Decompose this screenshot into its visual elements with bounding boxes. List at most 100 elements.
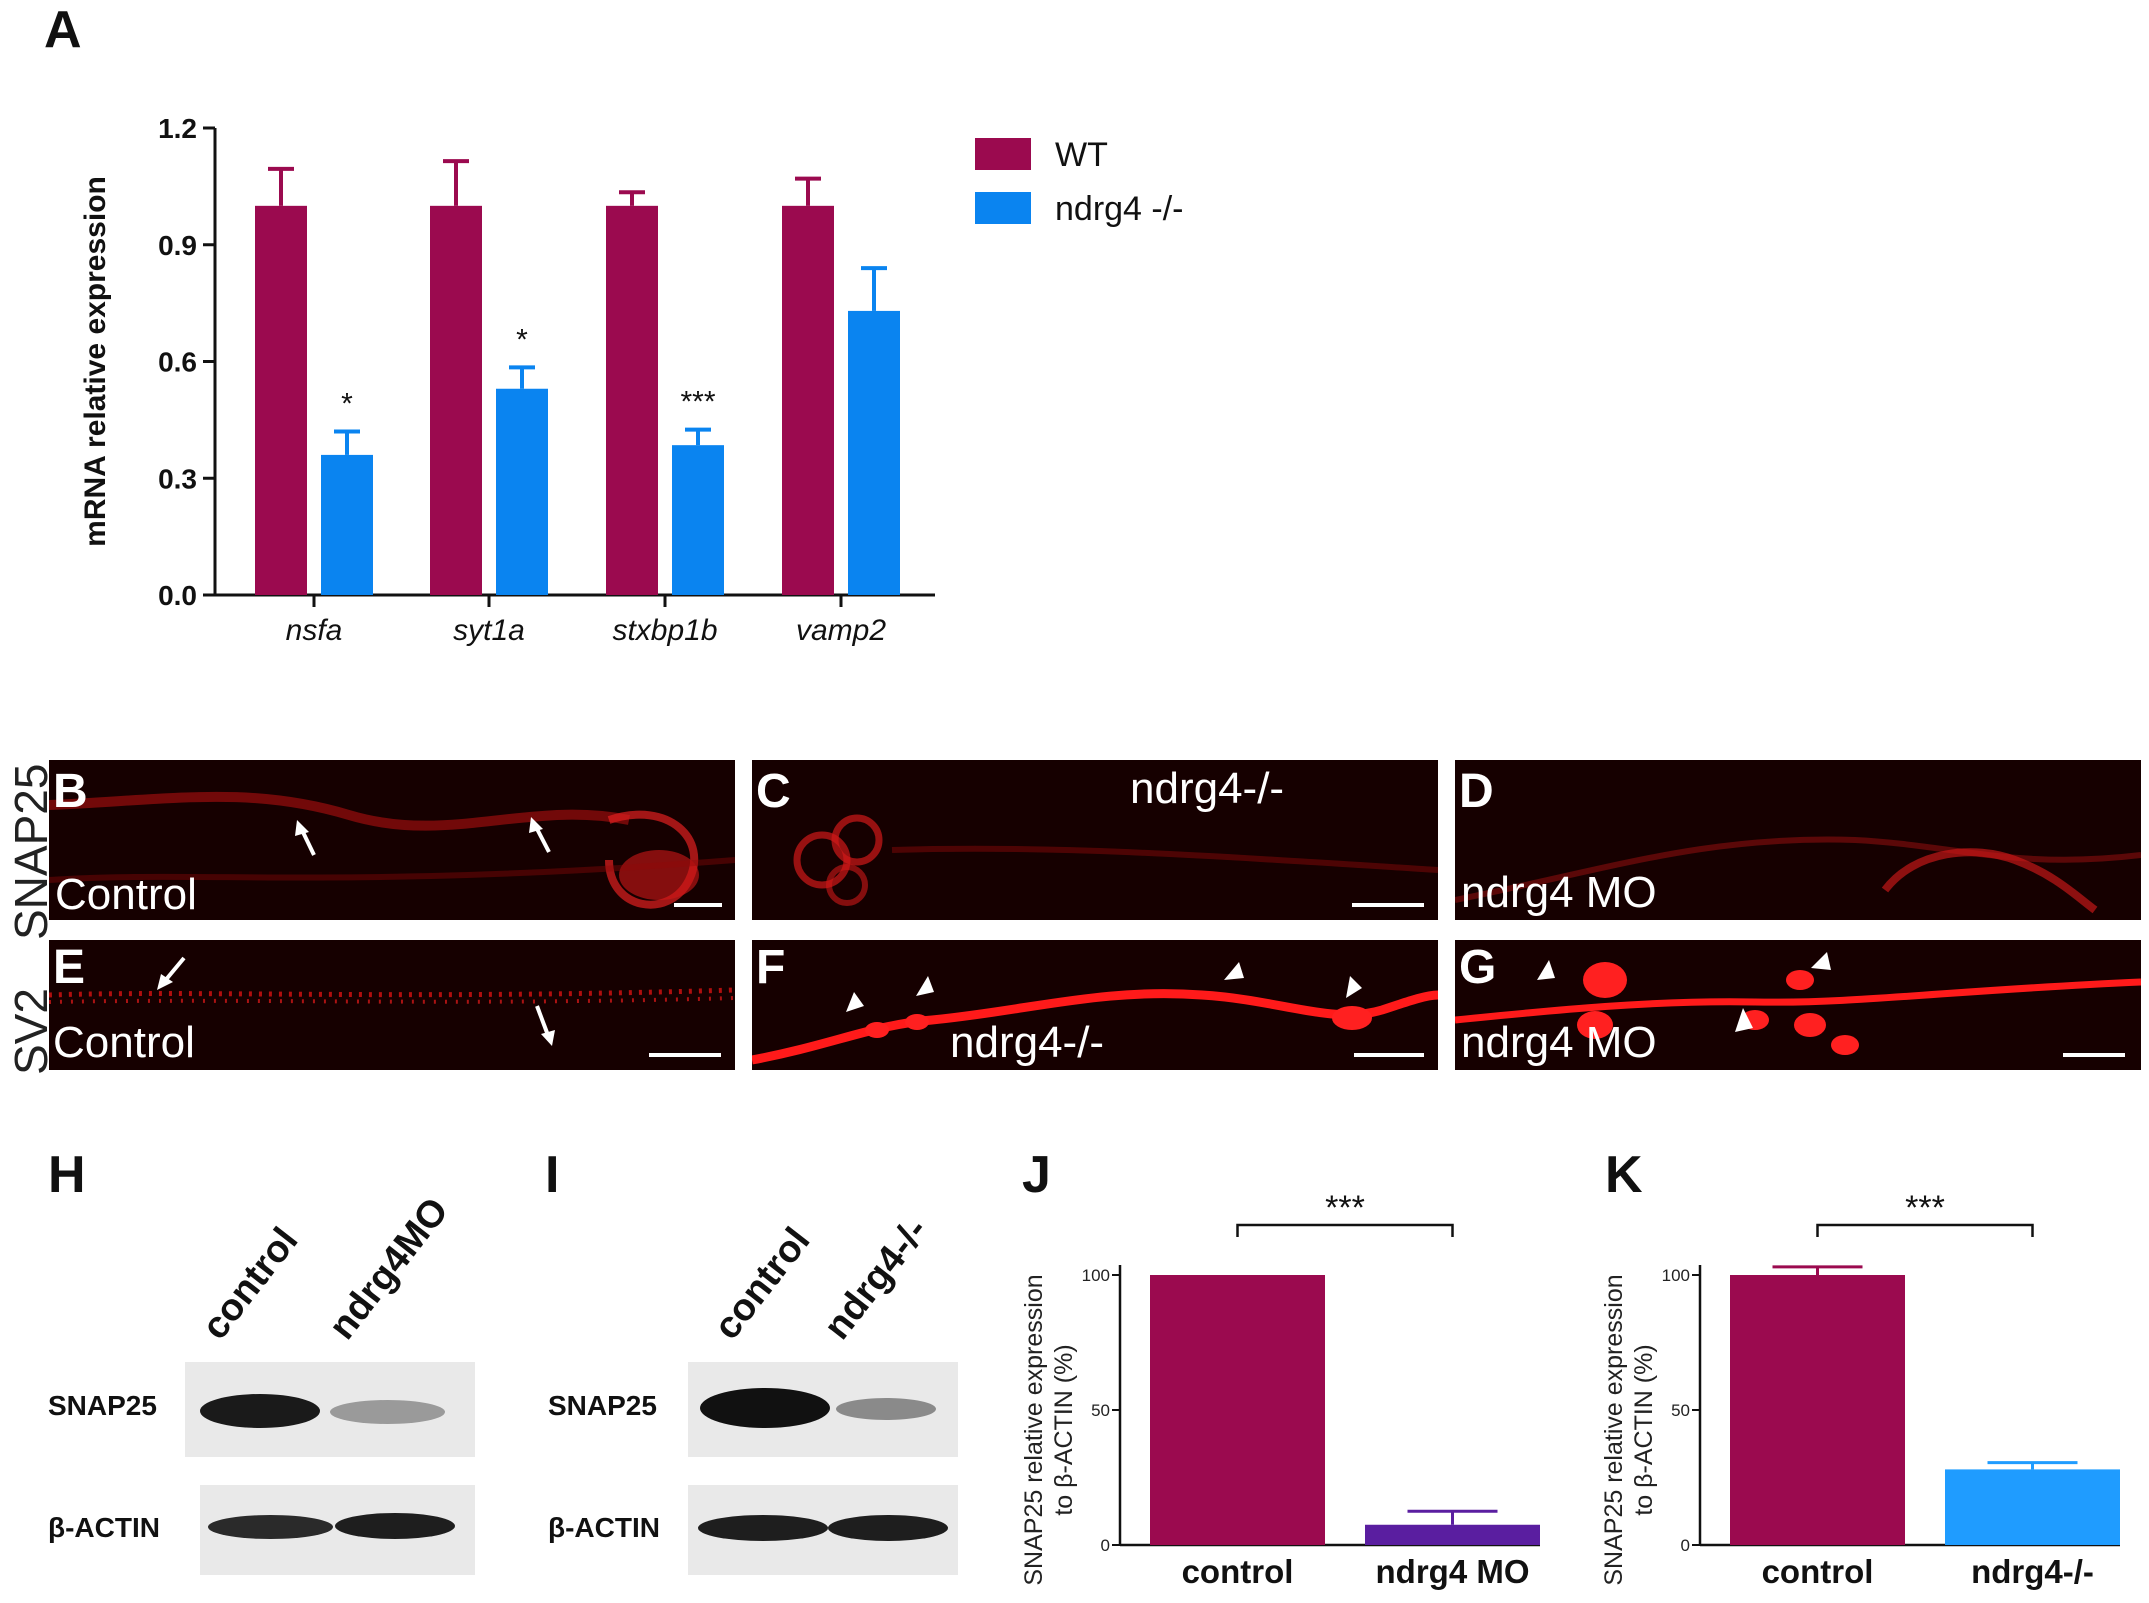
band xyxy=(200,1394,320,1428)
blot-row-label-actin: β-ACTIN xyxy=(548,1512,660,1543)
stain-pattern xyxy=(793,814,1438,906)
blot-actin-h xyxy=(200,1485,475,1575)
arrowhead-icon xyxy=(1811,952,1831,970)
micrograph-b-snap25-control: B Control xyxy=(49,760,735,920)
x-tick-label: ndrg4 MO xyxy=(1376,1553,1530,1590)
stain-pattern xyxy=(752,962,1438,1065)
panel-letter-i: I xyxy=(545,1146,560,1204)
panel-letter-c: C xyxy=(756,765,791,818)
band xyxy=(208,1515,333,1539)
significance-marker: *** xyxy=(1325,1195,1365,1227)
y-tick-label: 1.2 xyxy=(158,113,197,144)
y-axis-label: to β-ACTIN (%) xyxy=(1630,1344,1658,1515)
bar-mutant xyxy=(321,454,373,595)
band xyxy=(335,1513,455,1539)
lane-label-ndrg4mo: ndrg4MO xyxy=(321,1190,457,1348)
y-tick-label: 0.6 xyxy=(158,347,197,378)
scale-bar xyxy=(1354,1053,1424,1057)
band xyxy=(828,1515,948,1541)
legend-label: WT xyxy=(1055,136,1108,174)
arrowhead-icon xyxy=(1346,976,1362,998)
panel-letter-b: B xyxy=(53,765,88,818)
y-tick-label: 100 xyxy=(1082,1266,1110,1285)
significance-marker: *** xyxy=(1905,1195,1945,1227)
blot-row-label-snap25: SNAP25 xyxy=(548,1390,657,1421)
arrow-icon xyxy=(529,817,551,853)
condition-label: ndrg4 MO xyxy=(1461,868,1657,917)
y-tick-label: 0.9 xyxy=(158,230,197,261)
arrowhead-icon xyxy=(1537,960,1555,980)
lane-label-ndrg4-mutant: ndrg4-/- xyxy=(816,1210,937,1348)
scale-bar xyxy=(649,1053,721,1057)
x-tick-label: stxbp1b xyxy=(612,614,717,647)
blot-row-label-actin: β-ACTIN xyxy=(48,1512,160,1543)
micrograph-g-sv2-morphant: G ndrg4 MO xyxy=(1455,940,2141,1070)
bar-wt xyxy=(430,205,482,595)
condition-label: Control xyxy=(55,870,197,919)
arrow-icon xyxy=(535,1005,555,1046)
band xyxy=(836,1398,936,1420)
bar xyxy=(1730,1275,1905,1545)
x-tick-label: ndrg4-/- xyxy=(1971,1553,2094,1590)
blot-snap25-i xyxy=(688,1362,958,1457)
bar xyxy=(1945,1469,2120,1545)
bar-mutant xyxy=(672,445,724,595)
arrowhead-icon xyxy=(1735,1008,1753,1032)
lane-label-control: control xyxy=(194,1220,307,1348)
stain-pattern xyxy=(1455,952,2141,1055)
x-tick-label: control xyxy=(1762,1553,1874,1590)
condition-label: ndrg4 MO xyxy=(1461,1018,1657,1067)
micrograph-d-snap25-morphant: D ndrg4 MO xyxy=(1455,760,2141,920)
y-tick-label: 0.0 xyxy=(158,580,197,611)
chart-j-snap25-morphant: SNAP25 relative expression to β-ACTIN (%)… xyxy=(1020,1195,1540,1590)
stain-pattern xyxy=(49,791,735,909)
micrograph-e-sv2-control: E Control xyxy=(49,940,735,1070)
panel-letter-j: J xyxy=(1022,1146,1051,1204)
panel-letter-g: G xyxy=(1459,941,1497,994)
panel-letter-f: F xyxy=(756,941,786,994)
y-axis-label: mRNA relative expression xyxy=(79,176,112,547)
blot-snap25-h xyxy=(185,1362,475,1457)
band xyxy=(330,1400,445,1424)
scale-bar xyxy=(674,903,722,907)
panel-letter-a: A xyxy=(44,1,82,59)
x-tick-label: syt1a xyxy=(453,614,525,647)
bar-wt xyxy=(606,205,658,595)
blot-actin-i xyxy=(688,1485,958,1575)
y-axis-label: to β-ACTIN (%) xyxy=(1050,1344,1078,1515)
arrowhead-icon xyxy=(1224,962,1244,980)
blot-row-label-snap25: SNAP25 xyxy=(48,1390,157,1421)
significance-bracket xyxy=(1236,1223,1454,1237)
significance-marker: * xyxy=(341,388,353,421)
arrow-icon xyxy=(157,956,186,990)
stain-pattern xyxy=(49,956,735,1046)
y-axis-label: SNAP25 relative expression xyxy=(1020,1274,1048,1585)
chart-k-snap25-mutant: SNAP25 relative expression to β-ACTIN (%)… xyxy=(1600,1195,2120,1590)
arrow-icon xyxy=(295,820,316,856)
panel-letter-d: D xyxy=(1459,765,1494,818)
significance-marker: *** xyxy=(680,386,715,419)
bar xyxy=(1365,1524,1540,1545)
chart-a-mrna-expression: mRNA relative expression 0.0 0.3 0.6 0.9 1.2 *… xyxy=(79,113,1184,647)
legend-swatch xyxy=(975,192,1031,224)
lane-label-control: control xyxy=(706,1220,819,1348)
band xyxy=(700,1388,830,1428)
x-tick-label: vamp2 xyxy=(796,614,886,647)
y-tick-label: 0.3 xyxy=(158,463,197,494)
arrowhead-icon xyxy=(916,976,934,996)
bar-wt xyxy=(255,205,307,595)
micrograph-f-sv2-mutant: F ndrg4-/- xyxy=(752,940,1438,1070)
y-tick-label: 50 xyxy=(1671,1401,1690,1420)
y-tick-label: 0 xyxy=(1101,1536,1110,1555)
condition-label: Control xyxy=(53,1018,195,1067)
legend-label: ndrg4 -/- xyxy=(1055,190,1184,228)
bar xyxy=(1150,1275,1325,1545)
y-tick-label: 100 xyxy=(1662,1266,1690,1285)
bar-mutant xyxy=(496,388,548,595)
y-tick-label: 50 xyxy=(1091,1401,1110,1420)
legend-swatch xyxy=(975,138,1031,170)
x-tick-label: nsfa xyxy=(286,614,343,647)
significance-marker: * xyxy=(516,323,528,356)
panel-letter-k: K xyxy=(1605,1146,1643,1204)
bar-mutant xyxy=(848,310,900,595)
